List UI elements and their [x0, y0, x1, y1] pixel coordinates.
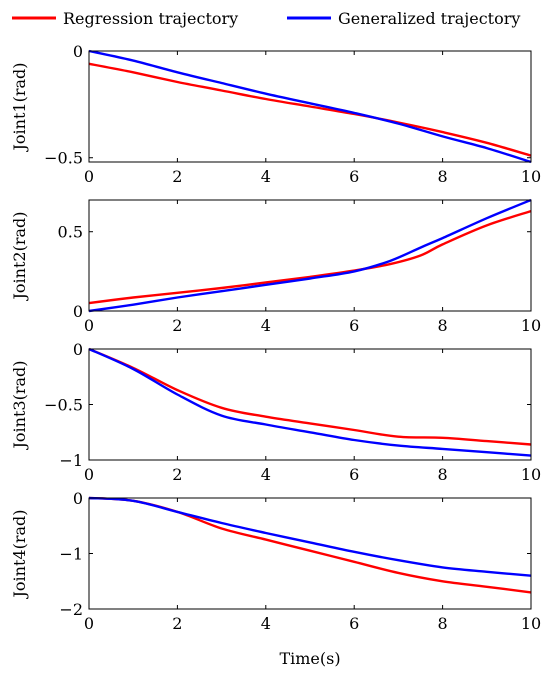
x-tick-label: 6	[349, 167, 359, 186]
legend: Regression trajectory Generalized trajec…	[12, 9, 520, 28]
x-tick-label: 10	[521, 614, 541, 633]
x-tick-label: 4	[261, 614, 271, 633]
x-tick-label: 2	[172, 614, 182, 633]
x-tick-label: 2	[172, 465, 182, 484]
series-line-regression	[88, 209, 532, 305]
series-line-generalized	[88, 198, 532, 313]
plot-frame	[88, 497, 532, 610]
x-axis-label: Time(s)	[279, 649, 340, 668]
x-tick-label: 8	[438, 465, 448, 484]
y-axis-label: Joint3(rad)	[10, 361, 29, 451]
y-axis-label: Joint2(rad)	[10, 212, 29, 302]
x-tick-label: 6	[349, 316, 359, 335]
x-tick-label: 10	[521, 316, 541, 335]
y-tick-label: −1	[59, 545, 83, 564]
x-tick-label: 4	[261, 167, 271, 186]
plot-frame	[88, 348, 532, 461]
series-line-generalized	[88, 496, 532, 577]
x-tick-label: 0	[84, 167, 94, 186]
x-tick-label: 6	[349, 465, 359, 484]
x-tick-label: 0	[84, 465, 94, 484]
y-tick-label: −0.5	[44, 396, 83, 415]
x-tick-label: 4	[261, 316, 271, 335]
x-tick-label: 4	[261, 465, 271, 484]
x-tick-label: 2	[172, 316, 182, 335]
y-tick-label: 0	[73, 42, 83, 61]
x-tick-label: 10	[521, 167, 541, 186]
plot-frame	[88, 199, 532, 312]
x-tick-label: 8	[438, 167, 448, 186]
x-tick-label: 6	[349, 614, 359, 633]
y-tick-label: −0.5	[44, 149, 83, 168]
subplot-joint4: 0 2 4 6 8 10 0 −1 −2 Joint4(rad)	[10, 489, 541, 633]
legend-label-generalized: Generalized trajectory	[338, 9, 520, 28]
legend-label-regression: Regression trajectory	[63, 9, 238, 28]
series-line-regression	[88, 496, 532, 594]
x-tick-label: 8	[438, 316, 448, 335]
x-tick-label: 0	[84, 316, 94, 335]
series-line-regression	[88, 347, 532, 446]
subplot-joint3: 0 2 4 6 8 10 0 −0.5 −1 Joint3(rad)	[10, 340, 541, 484]
series-line-generalized	[88, 347, 532, 457]
y-tick-label: 0	[73, 340, 83, 359]
y-tick-label: −1	[59, 451, 83, 470]
y-tick-label: −2	[59, 600, 83, 619]
y-tick-label: 0	[73, 302, 83, 321]
series-line-regression	[88, 62, 532, 157]
y-tick-label: 0.5	[58, 223, 83, 242]
x-tick-label: 0	[84, 614, 94, 633]
x-tick-label: 10	[521, 465, 541, 484]
x-tick-label: 2	[172, 167, 182, 186]
y-tick-label: 0	[73, 489, 83, 508]
series-line-generalized	[88, 49, 532, 164]
y-axis-label: Joint1(rad)	[10, 63, 29, 153]
subplot-joint2: 0 2 4 6 8 10 0 0.5 Joint2(rad)	[10, 198, 541, 335]
x-tick-label: 8	[438, 614, 448, 633]
y-axis-label: Joint4(rad)	[10, 510, 29, 600]
plot-frame	[88, 50, 532, 163]
